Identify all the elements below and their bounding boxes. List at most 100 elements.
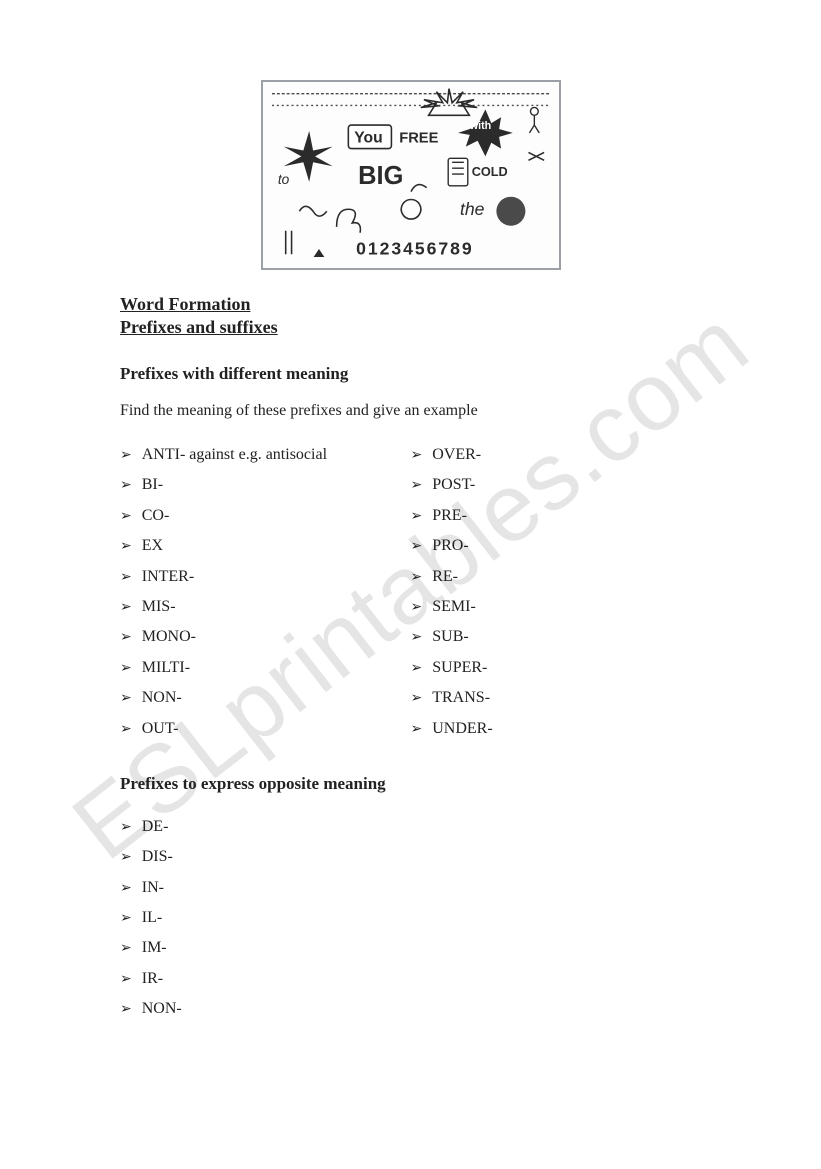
prefix-label: IN- (142, 873, 164, 903)
list-item: ➢ IN- (120, 873, 701, 903)
prefix-label: UNDER- (432, 714, 492, 744)
bullet-icon: ➢ (411, 595, 423, 622)
page-content: You FREE with BIG COLD the to 0123456789 (0, 0, 821, 1065)
bullet-icon: ➢ (120, 443, 132, 470)
list-item: ➢OVER- (411, 440, 702, 470)
doodle-image: You FREE with BIG COLD the to 0123456789 (261, 80, 561, 270)
opposite-prefixes-list: ➢ DE- ➢ DIS- ➢ IN- ➢IL- ➢ IM- ➢ IR- ➢ NON- (120, 812, 701, 1025)
bullet-icon: ➢ (120, 815, 132, 842)
list-item: ➢ DE- (120, 812, 701, 842)
list-item: ➢IL- (120, 903, 701, 933)
prefixes-right-column: ➢OVER- ➢ POST- ➢ PRE- ➢ PRO- ➢ RE- ➢ SEMI- ➢ S… (411, 440, 702, 744)
list-item: ➢ PRE- (411, 501, 702, 531)
bullet-icon: ➢ (411, 504, 423, 531)
doodle-text-numbers: 0123456789 (356, 238, 474, 258)
prefix-label: SUB- (432, 622, 468, 652)
list-item: ➢ SUB- (411, 622, 702, 652)
list-item: ➢ MILTI- (120, 653, 411, 683)
prefix-label: CO- (142, 501, 170, 531)
list-item: ➢ MIS- (120, 592, 411, 622)
list-item: ➢ EX (120, 531, 411, 561)
bullet-icon: ➢ (120, 967, 132, 994)
prefixes-two-columns: ➢ ANTI- against e.g. antisocial ➢ BI- ➢ CO-… (120, 440, 701, 744)
prefix-label: IM- (142, 933, 167, 963)
prefix-label: PRE- (432, 501, 467, 531)
bullet-icon: ➢ (120, 845, 132, 872)
prefix-label: INTER- (142, 562, 194, 592)
list-item: ➢ PRO- (411, 531, 702, 561)
prefix-label: TRANS- (432, 683, 490, 713)
list-item: ➢ MONO- (120, 622, 411, 652)
prefix-label: IR- (142, 964, 163, 994)
prefixes-left-list: ➢ ANTI- against e.g. antisocial ➢ BI- ➢ CO-… (120, 440, 411, 744)
doodle-text-the: the (459, 199, 484, 219)
bullet-icon: ➢ (120, 565, 132, 592)
title-line-2: Prefixes and suffixes (120, 317, 701, 338)
bullet-icon: ➢ (120, 936, 132, 963)
doodle-text-you: You (354, 130, 382, 147)
prefixes-left-column: ➢ ANTI- against e.g. antisocial ➢ BI- ➢ CO-… (120, 440, 411, 744)
prefix-label: MONO- (142, 622, 196, 652)
doodle-text-big: BIG (358, 162, 403, 190)
bullet-icon: ➢ (120, 504, 132, 531)
opposite-prefixes: ➢ DE- ➢ DIS- ➢ IN- ➢IL- ➢ IM- ➢ IR- ➢ NON- (120, 812, 701, 1025)
bullet-icon: ➢ (120, 997, 132, 1024)
prefix-label: MILTI- (142, 653, 190, 683)
list-item: ➢ CO- (120, 501, 411, 531)
list-item: ➢ INTER- (120, 562, 411, 592)
bullet-icon: ➢ (411, 625, 423, 652)
list-item: ➢ POST- (411, 470, 702, 500)
prefix-label: SEMI- (432, 592, 476, 622)
bullet-icon: ➢ (411, 473, 423, 500)
bullet-icon: ➢ (411, 443, 423, 470)
section2-heading: Prefixes to express opposite meaning (120, 774, 701, 794)
prefix-label: MIS- (142, 592, 176, 622)
bullet-icon: ➢ (411, 656, 423, 683)
bullet-icon: ➢ (120, 656, 132, 683)
list-item: ➢ NON- (120, 994, 701, 1024)
list-item: ➢ OUT- (120, 714, 411, 744)
bullet-icon: ➢ (411, 686, 423, 713)
list-item: ➢ SEMI- (411, 592, 702, 622)
prefix-label: NON- (142, 683, 182, 713)
prefix-label: BI- (142, 470, 163, 500)
prefix-label: POST- (432, 470, 475, 500)
list-item: ➢ IR- (120, 964, 701, 994)
prefix-label: IL- (142, 903, 162, 933)
list-item: ➢ IM- (120, 933, 701, 963)
bullet-icon: ➢ (120, 534, 132, 561)
bullet-icon: ➢ (120, 595, 132, 622)
prefix-label: EX (142, 531, 163, 561)
list-item: ➢ RE- (411, 562, 702, 592)
prefixes-right-list: ➢OVER- ➢ POST- ➢ PRE- ➢ PRO- ➢ RE- ➢ SEMI- ➢ S… (411, 440, 702, 744)
prefix-label: RE- (432, 562, 458, 592)
list-item: ➢ UNDER- (411, 714, 702, 744)
prefix-label: SUPER- (432, 653, 487, 683)
doodle-text-free: FREE (399, 131, 438, 147)
prefix-label: PRO- (432, 531, 468, 561)
list-item: ➢ DIS- (120, 842, 701, 872)
list-item: ➢ TRANS- (411, 683, 702, 713)
section1-instruction: Find the meaning of these prefixes and g… (120, 402, 701, 420)
list-item: ➢ SUPER- (411, 653, 702, 683)
prefix-label: NON- (142, 994, 182, 1024)
title-line-1: Word Formation (120, 294, 701, 315)
bullet-icon: ➢ (120, 625, 132, 652)
bullet-icon: ➢ (411, 717, 423, 744)
bullet-icon: ➢ (120, 473, 132, 500)
bullet-icon: ➢ (411, 534, 423, 561)
bullet-icon: ➢ (120, 717, 132, 744)
doodle-text-to: to (277, 172, 289, 187)
prefix-label: DIS- (142, 842, 173, 872)
list-item: ➢ BI- (120, 470, 411, 500)
prefix-label: DE- (142, 812, 169, 842)
prefix-label: OUT- (142, 714, 179, 744)
doodle-text-cold: COLD (471, 164, 507, 179)
bullet-icon: ➢ (120, 686, 132, 713)
doodle-text-with: with (468, 120, 491, 132)
prefix-label: ANTI- against e.g. antisocial (142, 440, 327, 470)
bullet-icon: ➢ (120, 876, 132, 903)
bullet-icon: ➢ (411, 565, 423, 592)
list-item: ➢ ANTI- against e.g. antisocial (120, 440, 411, 470)
section1-heading: Prefixes with different meaning (120, 364, 701, 384)
